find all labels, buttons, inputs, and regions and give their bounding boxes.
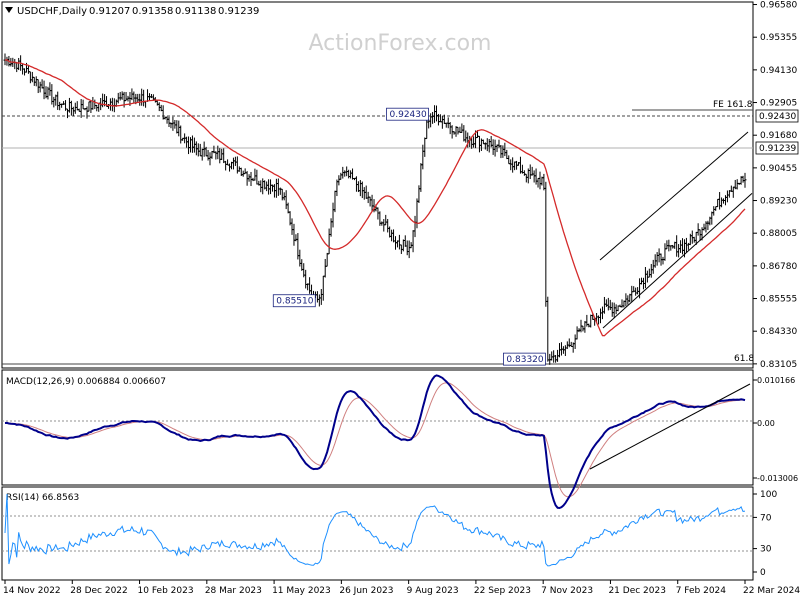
price-callouts: 0.92430 0.85510 0.83320 <box>272 107 546 366</box>
price-tick-label: 0.89230 <box>760 197 797 207</box>
macd-axis: 0.010166 0.00 -0.013006 <box>753 376 798 483</box>
price-bars <box>3 53 747 365</box>
date-tick-label: 11 May 2023 <box>272 586 331 596</box>
date-tick-label: 21 Dec 2023 <box>608 586 666 596</box>
macd-title: MACD(12,26,9) 0.006884 0.006607 <box>6 377 166 387</box>
macd-panel-frame <box>1 369 754 486</box>
moving-average-line <box>4 59 746 337</box>
rsi-title: RSI(14) 66.8563 <box>6 493 79 503</box>
resistance-box-bg <box>755 109 799 123</box>
rsi-tick-label: 0 <box>760 568 766 578</box>
date-tick-label: 7 Nov 2023 <box>541 586 593 596</box>
fe-label: FE 161.8 <box>713 100 753 110</box>
price-panel-frame <box>1 1 754 369</box>
callout-label: 0.83320 <box>506 355 543 365</box>
date-axis: 14 Nov 2022 28 Dec 2022 10 Feb 2023 28 Mar … <box>3 580 800 596</box>
rsi-axis: 100 70 30 0 <box>753 490 777 578</box>
date-tick-label: 28 Mar 2023 <box>205 586 262 596</box>
price-tick-label: 0.90455 <box>760 164 797 174</box>
price-tick-label: 0.91680 <box>760 131 797 141</box>
macd-tick-label: -0.013006 <box>757 474 798 483</box>
price-tick-label: 0.96580 <box>760 1 797 11</box>
ohlc-high: 0.91358 <box>132 6 173 17</box>
date-tick-label: 22 Mar 2024 <box>743 586 800 596</box>
macd-line <box>4 374 746 510</box>
current-price-label: 0.91239 <box>759 144 796 154</box>
price-tick-label: 0.83105 <box>760 360 797 370</box>
rsi-tick-label: 30 <box>760 545 772 555</box>
ohlc-low: 0.91138 <box>175 6 216 17</box>
price-tick-label: 0.88005 <box>760 229 797 239</box>
watermark: ActionForex.com <box>309 31 492 56</box>
date-tick-label: 7 Feb 2024 <box>676 586 727 596</box>
ohlc-open: 0.91207 <box>89 6 130 17</box>
channel-lower-line <box>602 192 753 329</box>
date-tick-label: 26 Jun 2023 <box>339 586 393 596</box>
callout-box <box>503 352 546 366</box>
price-tick-label: 0.95355 <box>760 33 797 43</box>
price-tick-label: 0.84330 <box>760 327 797 337</box>
date-tick-label: 22 Sep 2023 <box>474 586 531 596</box>
date-tick-label: 14 Nov 2022 <box>3 586 61 596</box>
macd-trendline <box>589 383 751 470</box>
callout-box <box>272 294 316 308</box>
rsi-tick-label: 100 <box>760 490 777 500</box>
rsi-panel-frame <box>1 486 754 581</box>
macd-tick-label: 0.010166 <box>757 376 795 385</box>
callout-label: 0.92430 <box>390 110 427 120</box>
resistance-box: 0.92430 <box>755 109 799 123</box>
symbol-dropdown-icon[interactable] <box>5 7 13 13</box>
date-tick-label: 10 Feb 2023 <box>138 586 194 596</box>
price-tick-label: 0.86780 <box>760 262 797 272</box>
channel-upper-line <box>599 131 749 261</box>
current-price-box-bg <box>755 141 799 155</box>
ohlc-close: 0.91239 <box>218 6 259 17</box>
date-tick-label: 9 Aug 2023 <box>407 586 459 596</box>
callout-label: 0.85510 <box>276 297 313 307</box>
rsi-line <box>4 493 746 567</box>
date-tick-label: 28 Dec 2022 <box>70 586 128 596</box>
price-tick-label: 0.92905 <box>760 99 797 109</box>
price-tick-label: 0.85555 <box>760 295 797 305</box>
price-axis: 0.96580 0.95355 0.94130 0.92905 0.91680 0.904… <box>753 1 797 370</box>
current-price-box: 0.91239 <box>755 141 799 155</box>
price-tick-label: 0.94130 <box>760 66 797 76</box>
macd-signal-line <box>5 382 745 498</box>
macd-tick-label: 0.00 <box>757 419 775 428</box>
rsi-tick-label: 70 <box>760 513 772 523</box>
trend-channel <box>599 131 753 329</box>
resistance-label: 0.92430 <box>759 112 796 122</box>
callout-box <box>386 107 429 121</box>
fib-label: 61.8 <box>734 354 754 364</box>
symbol-header: USDCHF,Daily <box>17 6 87 17</box>
